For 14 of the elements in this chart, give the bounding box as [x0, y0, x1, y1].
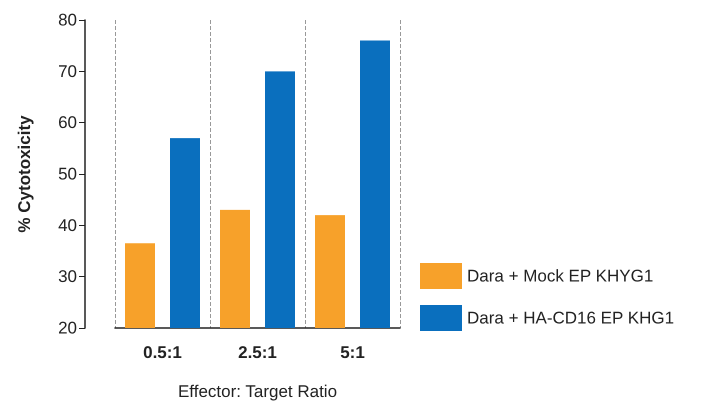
legend-label: Dara + HA-CD16 EP KHG1	[467, 308, 674, 328]
legend-label: Dara + Mock EP KHYG1	[467, 266, 654, 286]
x-tick-label: 0.5:1	[143, 343, 182, 362]
x-tick-label: 2.5:1	[238, 343, 277, 362]
y-axis-title: % Cytotoxicity	[15, 114, 34, 233]
y-tick-label: 40	[58, 216, 77, 235]
y-tick-label: 50	[58, 164, 77, 184]
y-tick-label: 20	[58, 318, 77, 338]
y-tick-label: 70	[58, 62, 77, 81]
x-axis-title: Effector: Target Ratio	[178, 382, 338, 401]
y-tick-label: 30	[58, 267, 77, 286]
y-tick-label: 60	[58, 113, 77, 132]
y-tick-label: 80	[58, 10, 77, 30]
x-tick-label: 5:1	[340, 343, 365, 362]
